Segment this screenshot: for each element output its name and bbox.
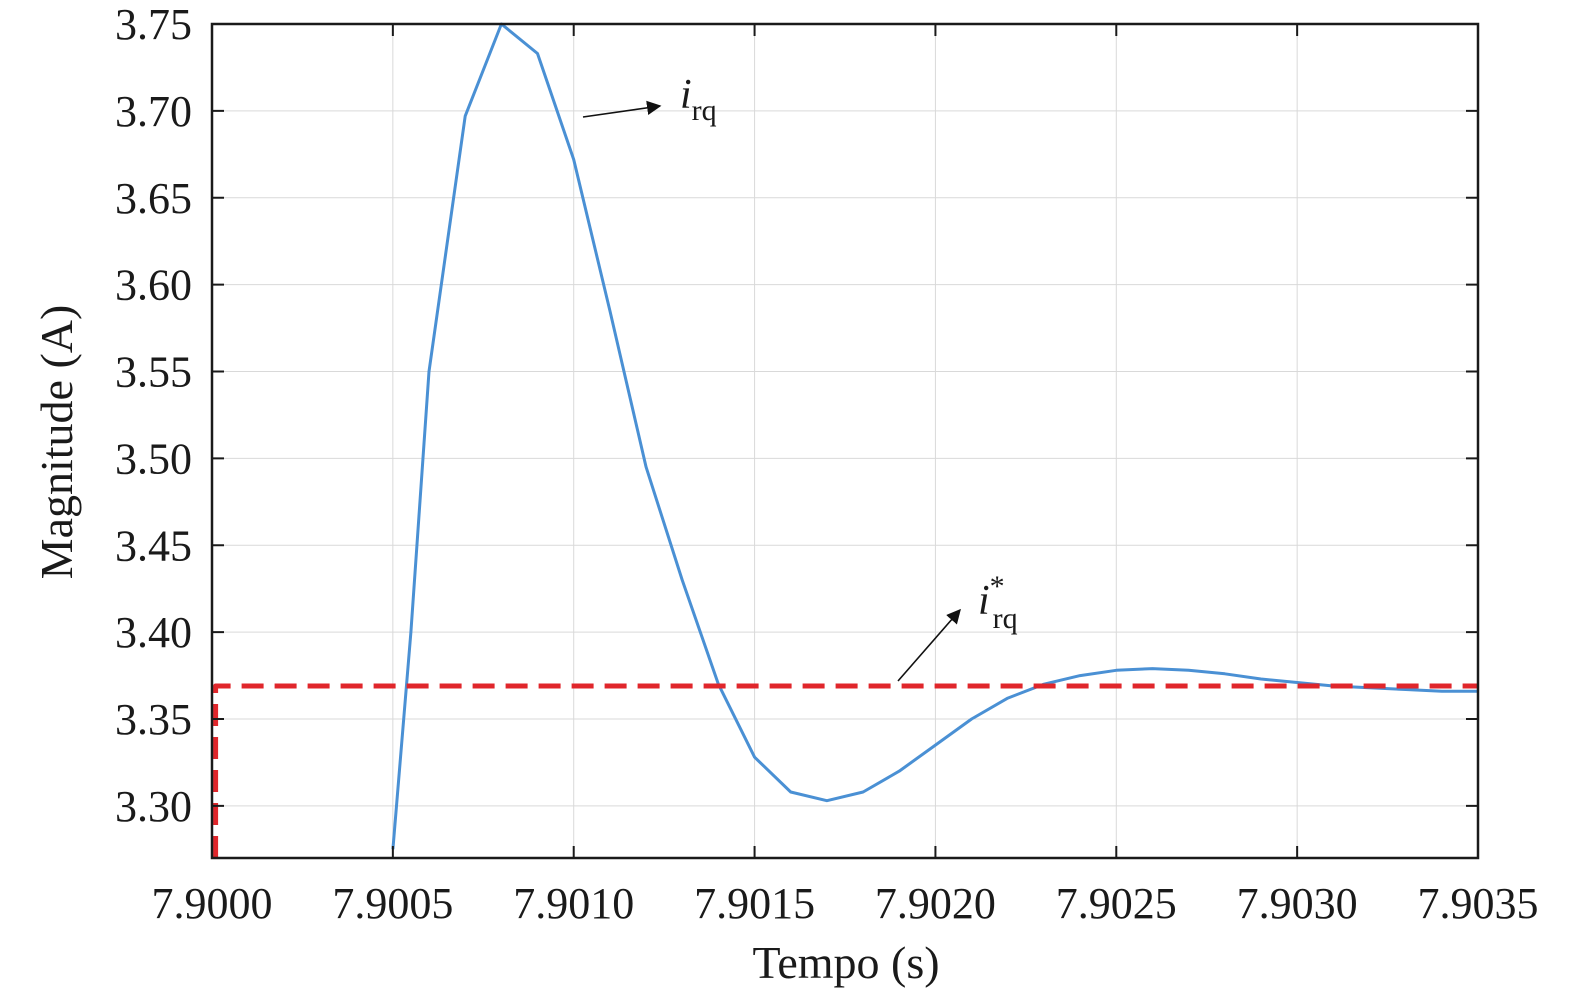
y-tick-label: 3.70 <box>115 87 192 136</box>
svg-text:irq: irq <box>680 72 717 127</box>
x-tick-label: 7.9030 <box>1237 879 1358 928</box>
svg-text:i*rq: i* rq <box>978 570 1018 635</box>
x-tick-label: 7.9010 <box>513 879 634 928</box>
x-tick-label: 7.9015 <box>694 879 815 928</box>
plot-frame <box>210 22 1480 860</box>
annotation-irq-ref: i* rq <box>897 570 1018 682</box>
x-tick-label: 7.9005 <box>332 879 453 928</box>
ticks: 7.9000 7.9005 7.9010 7.9015 7.9020 7.9025 7.90… <box>115 0 1539 928</box>
annotation-irq-arrow <box>582 100 662 118</box>
y-axis-label: Magnitude (A) <box>31 305 82 580</box>
x-tick-label: 7.9020 <box>875 879 996 928</box>
x-tick-label: 7.9000 <box>152 879 273 928</box>
series-line-irq-reference <box>213 683 1478 858</box>
y-tick-label: 3.30 <box>115 782 192 831</box>
y-tick-label: 3.60 <box>115 261 192 310</box>
annotation-irq-ref-arrow <box>897 608 961 682</box>
y-tick-label: 3.40 <box>115 608 192 657</box>
y-tick-label: 3.75 <box>115 0 192 49</box>
annotation-irq-subscript: rq <box>692 94 717 127</box>
y-tick-label: 3.50 <box>115 434 192 483</box>
y-tick-label: 3.35 <box>115 695 192 744</box>
series-line-irq <box>391 22 1478 850</box>
annotation-irq-ref-superscript: * <box>990 570 1005 603</box>
annotation-irq-ref-subscript: rq <box>993 602 1018 635</box>
y-tick-label: 3.45 <box>115 521 192 570</box>
x-tick-label: 7.9035 <box>1418 879 1539 928</box>
x-tick-label: 7.9025 <box>1056 879 1177 928</box>
annotation-irq: irq <box>582 72 717 127</box>
y-tick-label: 3.65 <box>115 174 192 223</box>
y-tick-label: 3.55 <box>115 348 192 397</box>
x-axis-label: Tempo (s) <box>752 937 939 988</box>
series-layer <box>213 22 1478 858</box>
annotation-irq-symbol: i <box>680 72 692 118</box>
annotation-irq-ref-symbol: i <box>978 578 990 624</box>
